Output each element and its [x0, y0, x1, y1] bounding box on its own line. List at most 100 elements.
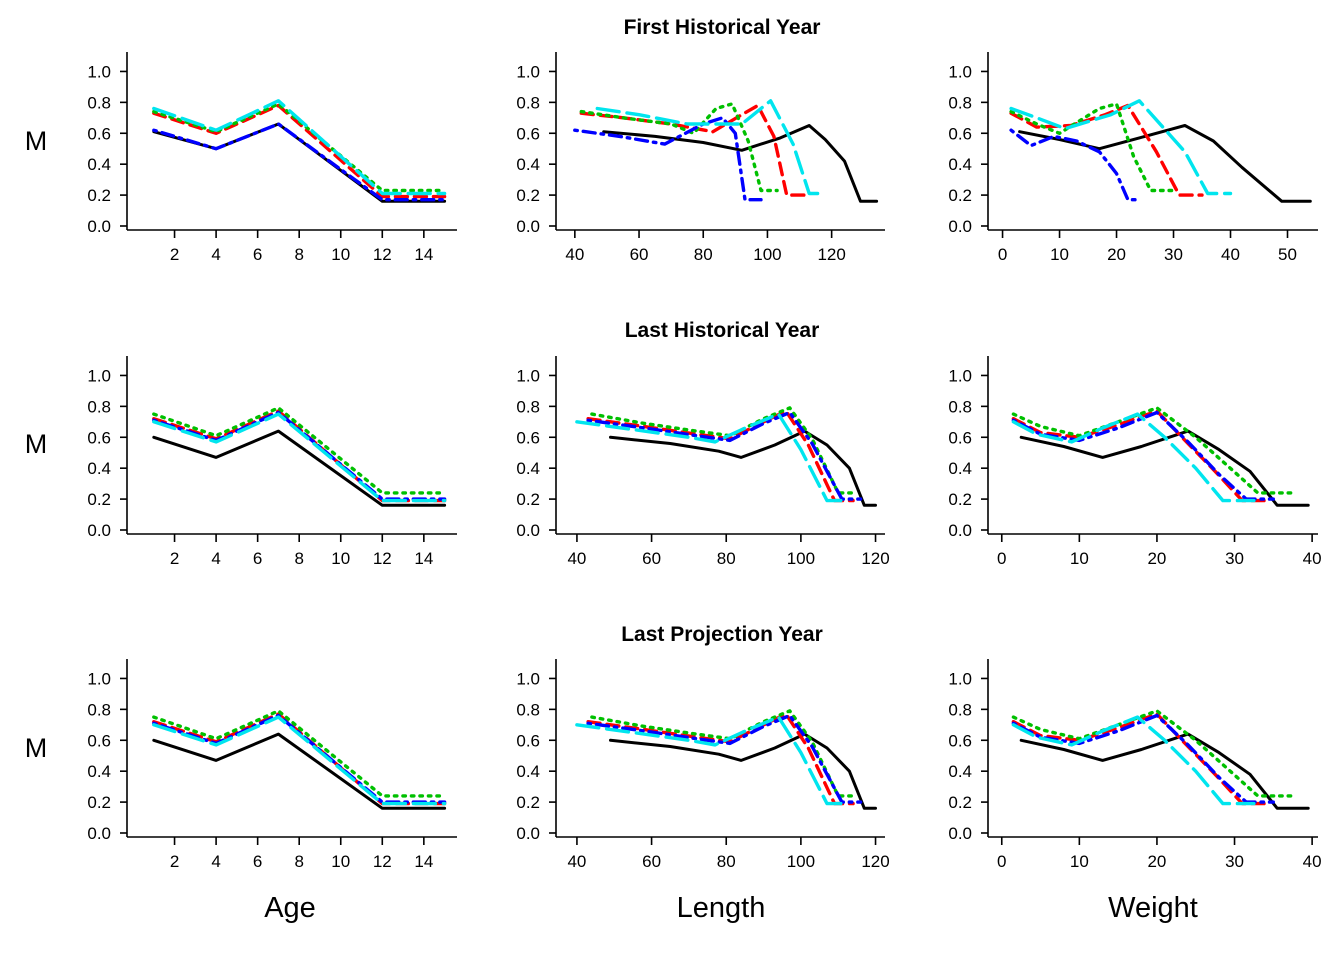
x-tick-label: 30: [1164, 245, 1183, 264]
x-tick-label: 4: [211, 245, 220, 264]
series-line-4: [1011, 410, 1276, 501]
x-tick-label: 4: [211, 852, 220, 871]
series-line-5: [595, 99, 827, 196]
y-tick-label: 0.8: [948, 397, 972, 416]
x-tick-label: 100: [787, 549, 815, 568]
x-tick-label: 80: [717, 549, 736, 568]
y-tick-label: 0.6: [87, 428, 111, 447]
panel-2-1: 0.0 0.2 0.4 0.6 0.8 1.0 40 60 80 100 120: [516, 659, 890, 871]
series-line-1: [152, 429, 447, 507]
y-tick-label: 1.0: [948, 62, 972, 81]
series-line-3: [1011, 406, 1295, 495]
x-tick-label: 14: [414, 549, 433, 568]
series-line-3: [579, 102, 779, 193]
y-tick-label: 0.6: [948, 124, 972, 143]
y-tick-label: 0.4: [516, 762, 540, 781]
y-axis-label-row3: M: [25, 733, 48, 763]
series-line-1: [602, 124, 879, 203]
x-tick-label: 120: [861, 852, 889, 871]
series-line-2: [1009, 103, 1204, 197]
series-line-5: [1009, 99, 1233, 196]
y-tick-label: 0.0: [87, 824, 111, 843]
x-tick-label: 14: [414, 852, 433, 871]
y-axis-label-row1: M: [25, 126, 48, 156]
y-tick-label: 0.8: [516, 397, 540, 416]
series-line-5: [1011, 412, 1256, 503]
x-tick-label: 10: [331, 549, 350, 568]
y-tick-label: 1.0: [516, 366, 540, 385]
y-tick-label: 1.0: [87, 669, 111, 688]
series-line-1: [609, 732, 877, 810]
series-line-5: [575, 715, 848, 806]
series-line-4: [586, 410, 863, 501]
x-tick-label: 40: [567, 549, 586, 568]
x-tick-label: 8: [294, 852, 303, 871]
series-line-4: [1011, 713, 1276, 804]
panel-grid: 0.0 0.2 0.4 0.6 0.8 1.0 2 4 6 8 10 12 14 0.0 0.2 0.4 0.6…: [87, 52, 1322, 871]
y-tick-label: 0.6: [948, 731, 972, 750]
y-tick-label: 0.2: [87, 186, 111, 205]
series-line-3: [152, 709, 447, 798]
y-tick-label: 0.2: [948, 793, 972, 812]
x-tick-label: 2: [170, 245, 179, 264]
y-tick-label: 0.6: [516, 428, 540, 447]
y-tick-label: 0.0: [516, 521, 540, 540]
y-tick-label: 0.4: [87, 762, 111, 781]
x-tick-label: 6: [253, 852, 262, 871]
series-line-3: [1009, 102, 1176, 193]
y-tick-label: 0.0: [87, 521, 111, 540]
series-line-5: [152, 412, 447, 503]
x-axis-label-length: Length: [677, 892, 766, 924]
y-tick-label: 0.8: [948, 700, 972, 719]
row-title-last-historical: Last Historical Year: [625, 319, 820, 342]
x-tick-label: 30: [1225, 852, 1244, 871]
y-tick-label: 0.4: [948, 459, 972, 478]
y-tick-label: 0.8: [516, 93, 540, 112]
x-tick-label: 80: [717, 852, 736, 871]
x-tick-label: 50: [1278, 245, 1297, 264]
y-tick-label: 0.4: [516, 459, 540, 478]
y-tick-label: 0.4: [948, 155, 972, 174]
x-tick-label: 120: [817, 245, 845, 264]
y-tick-label: 0.0: [948, 824, 972, 843]
y-tick-label: 1.0: [948, 366, 972, 385]
series-line-3: [152, 102, 447, 193]
y-tick-label: 0.2: [516, 490, 540, 509]
series-line-2: [579, 103, 808, 197]
panel-2-2: 0.0 0.2 0.4 0.6 0.8 1.0 0 10 20 30 40: [948, 659, 1322, 871]
y-tick-label: 0.8: [87, 93, 111, 112]
series-line-1: [609, 429, 877, 507]
y-tick-label: 1.0: [87, 366, 111, 385]
y-tick-label: 0.8: [948, 93, 972, 112]
y-tick-label: 0.4: [87, 155, 111, 174]
y-tick-label: 1.0: [516, 62, 540, 81]
x-tick-label: 10: [1070, 852, 1089, 871]
y-axis-label-row2: M: [25, 429, 48, 459]
x-tick-label: 10: [331, 852, 350, 871]
y-tick-label: 0.0: [516, 824, 540, 843]
x-tick-label: 100: [787, 852, 815, 871]
x-tick-label: 12: [373, 852, 392, 871]
x-tick-label: 14: [414, 245, 433, 264]
y-tick-label: 0.2: [516, 186, 540, 205]
y-tick-label: 0.6: [516, 731, 540, 750]
figure-labels: First Historical Year Last Historical Ye…: [25, 16, 1198, 924]
series-line-5: [575, 412, 848, 503]
x-tick-label: 40: [1303, 549, 1322, 568]
series-line-4: [1009, 128, 1142, 202]
x-tick-label: 2: [170, 549, 179, 568]
y-tick-label: 0.0: [516, 217, 540, 236]
x-tick-label: 8: [294, 245, 303, 264]
row-title-first-historical: First Historical Year: [624, 16, 821, 39]
x-tick-label: 0: [997, 549, 1006, 568]
panel-0-2: 0.0 0.2 0.4 0.6 0.8 1.0 0 10 20 30 40 50: [948, 52, 1318, 264]
y-tick-label: 0.4: [87, 459, 111, 478]
series-line-4: [586, 713, 863, 804]
y-tick-label: 0.0: [87, 217, 111, 236]
x-tick-label: 4: [211, 549, 220, 568]
x-tick-label: 40: [1303, 852, 1322, 871]
x-axis-label-age: Age: [264, 892, 316, 924]
x-tick-label: 8: [294, 549, 303, 568]
y-tick-label: 0.4: [516, 155, 540, 174]
